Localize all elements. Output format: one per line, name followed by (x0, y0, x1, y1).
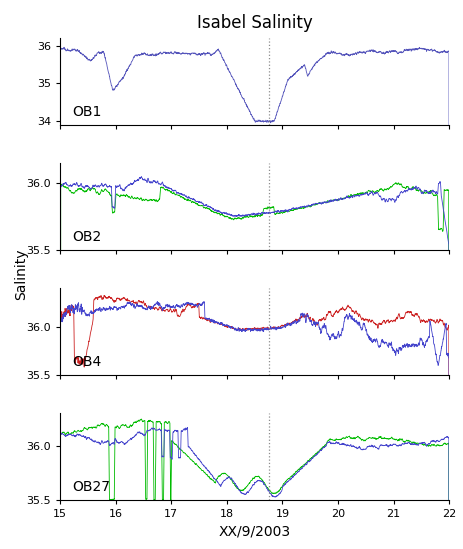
Text: OB2: OB2 (72, 231, 101, 244)
Text: OB1: OB1 (72, 105, 101, 120)
Text: Salinity: Salinity (14, 249, 28, 300)
Text: Isabel Salinity: Isabel Salinity (197, 14, 313, 32)
Text: OB4: OB4 (72, 355, 101, 369)
Text: OB27: OB27 (72, 480, 110, 495)
Text: XX/9/2003: XX/9/2003 (219, 524, 291, 538)
